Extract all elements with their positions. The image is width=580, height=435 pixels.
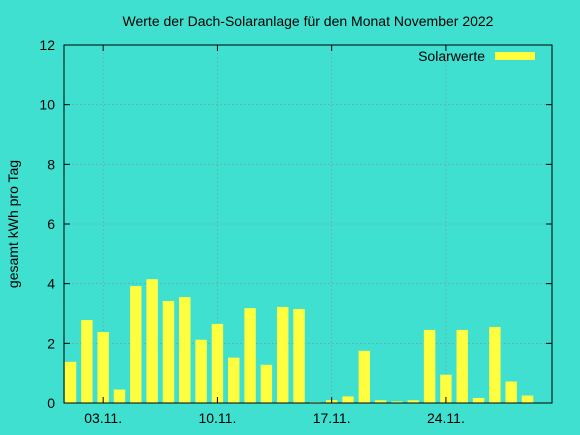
- x-tick-label: 10.11.: [198, 410, 236, 426]
- bar-day-25: [456, 329, 468, 403]
- bar-day-4: [113, 389, 126, 403]
- bar-day-13: [260, 364, 273, 403]
- bar-day-2: [81, 320, 93, 403]
- bar-day-12: [244, 308, 256, 403]
- y-tick-label: 8: [47, 156, 55, 172]
- bar-day-3: [97, 331, 109, 403]
- chart-title: Werte der Dach-Solaranlage für den Monat…: [123, 13, 494, 29]
- y-axis-label: gesamt kWh pro Tag: [5, 160, 21, 288]
- x-tick-label: 03.11.: [84, 410, 122, 426]
- bar-day-15: [293, 309, 305, 403]
- y-tick-label: 12: [39, 37, 55, 53]
- bar-day-9: [195, 339, 207, 403]
- bar-day-8: [179, 297, 191, 403]
- bar-day-7: [162, 300, 175, 403]
- bar-day-14: [276, 306, 289, 403]
- bar-day-19: [358, 350, 371, 403]
- y-tick-label: 2: [47, 335, 55, 351]
- bar-day-11: [228, 357, 240, 403]
- x-tick-label: 17.11.: [313, 410, 351, 426]
- bar-day-10: [211, 323, 224, 403]
- bar-day-22: [407, 400, 419, 403]
- x-tick-label: 24.11.: [427, 410, 465, 426]
- bar-day-29: [521, 395, 534, 403]
- bar-day-1: [64, 361, 77, 403]
- bar-day-23: [423, 329, 436, 403]
- bar-day-18: [342, 396, 354, 403]
- legend: Solarwerte: [418, 48, 535, 64]
- y-tick-label: 4: [47, 276, 55, 292]
- bar-day-21: [391, 401, 403, 403]
- legend-swatch: [495, 52, 535, 60]
- bars: [64, 279, 534, 403]
- bar-day-5: [130, 286, 142, 403]
- bar-day-28: [505, 381, 517, 403]
- y-tick-label: 0: [47, 395, 55, 411]
- bar-day-6: [146, 279, 158, 403]
- y-tick-label: 10: [39, 97, 55, 113]
- axis-ticks: 0 2 4 6 8 10 12 03.11. 10.11. 17.11. 24.11.: [39, 37, 552, 426]
- legend-label: Solarwerte: [418, 48, 485, 64]
- bar-day-20: [374, 400, 387, 403]
- bar-day-24: [440, 374, 452, 403]
- bar-day-26: [472, 397, 485, 403]
- bar-day-27: [489, 326, 501, 403]
- y-tick-label: 6: [47, 216, 55, 232]
- grid: [64, 45, 552, 403]
